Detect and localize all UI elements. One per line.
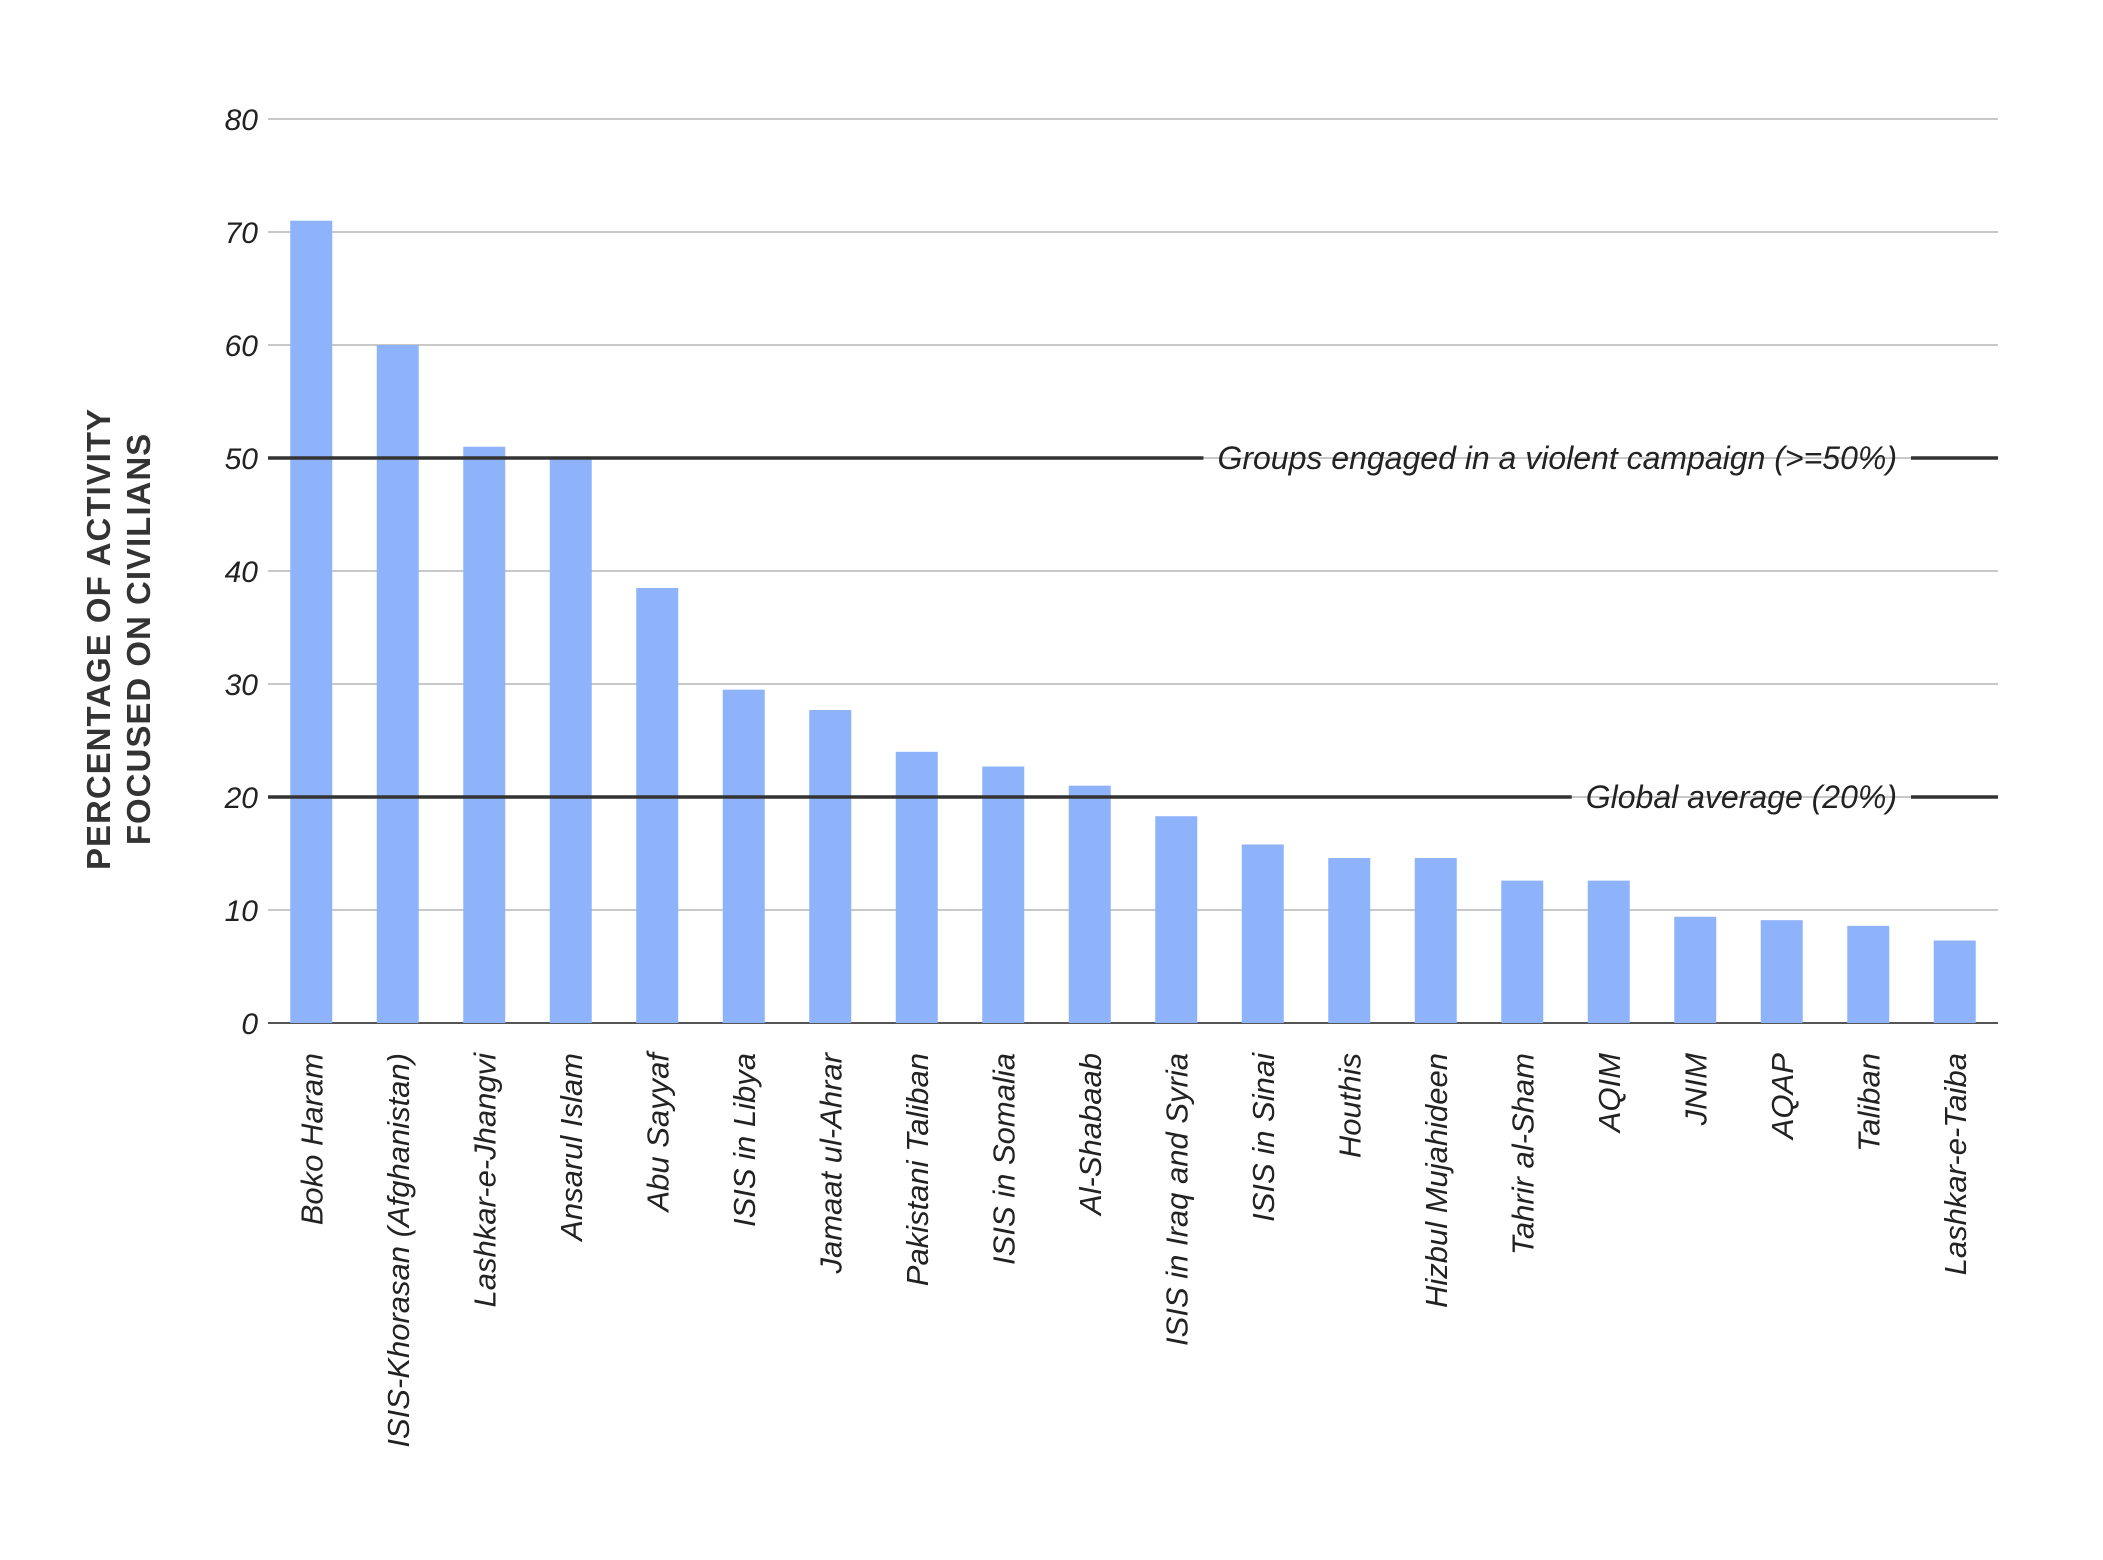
y-tick-label: 0 [241, 1008, 258, 1041]
bars [290, 220, 1976, 1023]
x-tick-label: Boko Haram [294, 1053, 329, 1225]
bar [722, 689, 765, 1023]
y-tick-label: 80 [225, 104, 259, 137]
bar [1760, 920, 1803, 1023]
y-tick-label: 30 [225, 669, 259, 702]
y-axis-title-line: PERCENTAGE OF ACTIVITY [80, 408, 117, 870]
x-tick-label: ISIS in Iraq and Syria [1159, 1053, 1194, 1346]
bar [1068, 785, 1111, 1023]
bar [895, 751, 938, 1023]
x-tick-label: AQIM [1592, 1053, 1627, 1134]
x-tick-label: Lashkar-e-Taiba [1938, 1053, 1973, 1275]
x-tick-label: ISIS in Somalia [986, 1053, 1021, 1265]
x-tick-label: Lashkar-e-Jhangvi [467, 1052, 502, 1308]
bar [1501, 880, 1544, 1023]
x-tick-label: Houthis [1332, 1053, 1367, 1158]
x-tick-label: ISIS in Libya [727, 1053, 762, 1227]
y-tick-label: 20 [224, 782, 259, 815]
x-tick-label: Pakistani Taliban [900, 1053, 935, 1286]
x-tick-label: ISIS-Khorasan (Afghanistan) [381, 1053, 416, 1448]
y-axis-title-line: FOCUSED ON CIVILIANS [120, 433, 157, 845]
x-tick-label: Al-Shabaab [1073, 1053, 1108, 1217]
reference-line-label: Global average (20%) [1586, 779, 1897, 815]
x-tick-label: JNIM [1678, 1053, 1713, 1127]
y-axis-title: PERCENTAGE OF ACTIVITY FOCUSED ON CIVILIA… [80, 408, 157, 870]
x-tick-label: Tahrir al-Sham [1505, 1053, 1540, 1255]
x-tick-label: Abu Sayyaf [640, 1050, 675, 1214]
bar [290, 220, 333, 1023]
bar [1155, 816, 1198, 1023]
x-tick-label: Ansarul Islam [554, 1053, 589, 1243]
bar [1847, 925, 1890, 1023]
x-tick-label: AQAP [1765, 1053, 1800, 1141]
y-tick-label: 60 [225, 330, 259, 363]
y-tick-label: 40 [225, 556, 259, 589]
gridlines [268, 118, 1998, 1024]
bar [1674, 916, 1717, 1023]
bar [1587, 880, 1630, 1023]
bar [636, 587, 679, 1023]
bar [463, 446, 506, 1023]
x-axis-labels: Boko Haram ISIS-Khorasan (Afghanistan) Las… [294, 1050, 1973, 1448]
y-tick-label: 10 [225, 895, 259, 928]
bar [982, 766, 1025, 1023]
x-tick-label: Taliban [1851, 1053, 1886, 1152]
bar [1241, 844, 1284, 1023]
bar [1414, 858, 1457, 1023]
bar [549, 458, 592, 1023]
reference-line-label: Groups engaged in a violent campaign (>=… [1217, 440, 1897, 476]
y-tick-label: 70 [225, 217, 259, 250]
bar [809, 709, 852, 1023]
y-tick-label: 50 [225, 443, 259, 476]
x-tick-label: Jamaat ul-Ahrar [813, 1051, 848, 1274]
bar [376, 345, 419, 1023]
x-tick-label: ISIS in Sinai [1246, 1052, 1281, 1222]
x-tick-label: Hizbul Mujahideen [1419, 1053, 1454, 1308]
reference-lines: Groups engaged in a violent campaign (>=… [268, 440, 1998, 815]
y-axis-ticks: 0 10 20 30 40 50 60 70 80 [224, 104, 259, 1041]
bar [1933, 940, 1976, 1023]
bar [1328, 858, 1371, 1023]
